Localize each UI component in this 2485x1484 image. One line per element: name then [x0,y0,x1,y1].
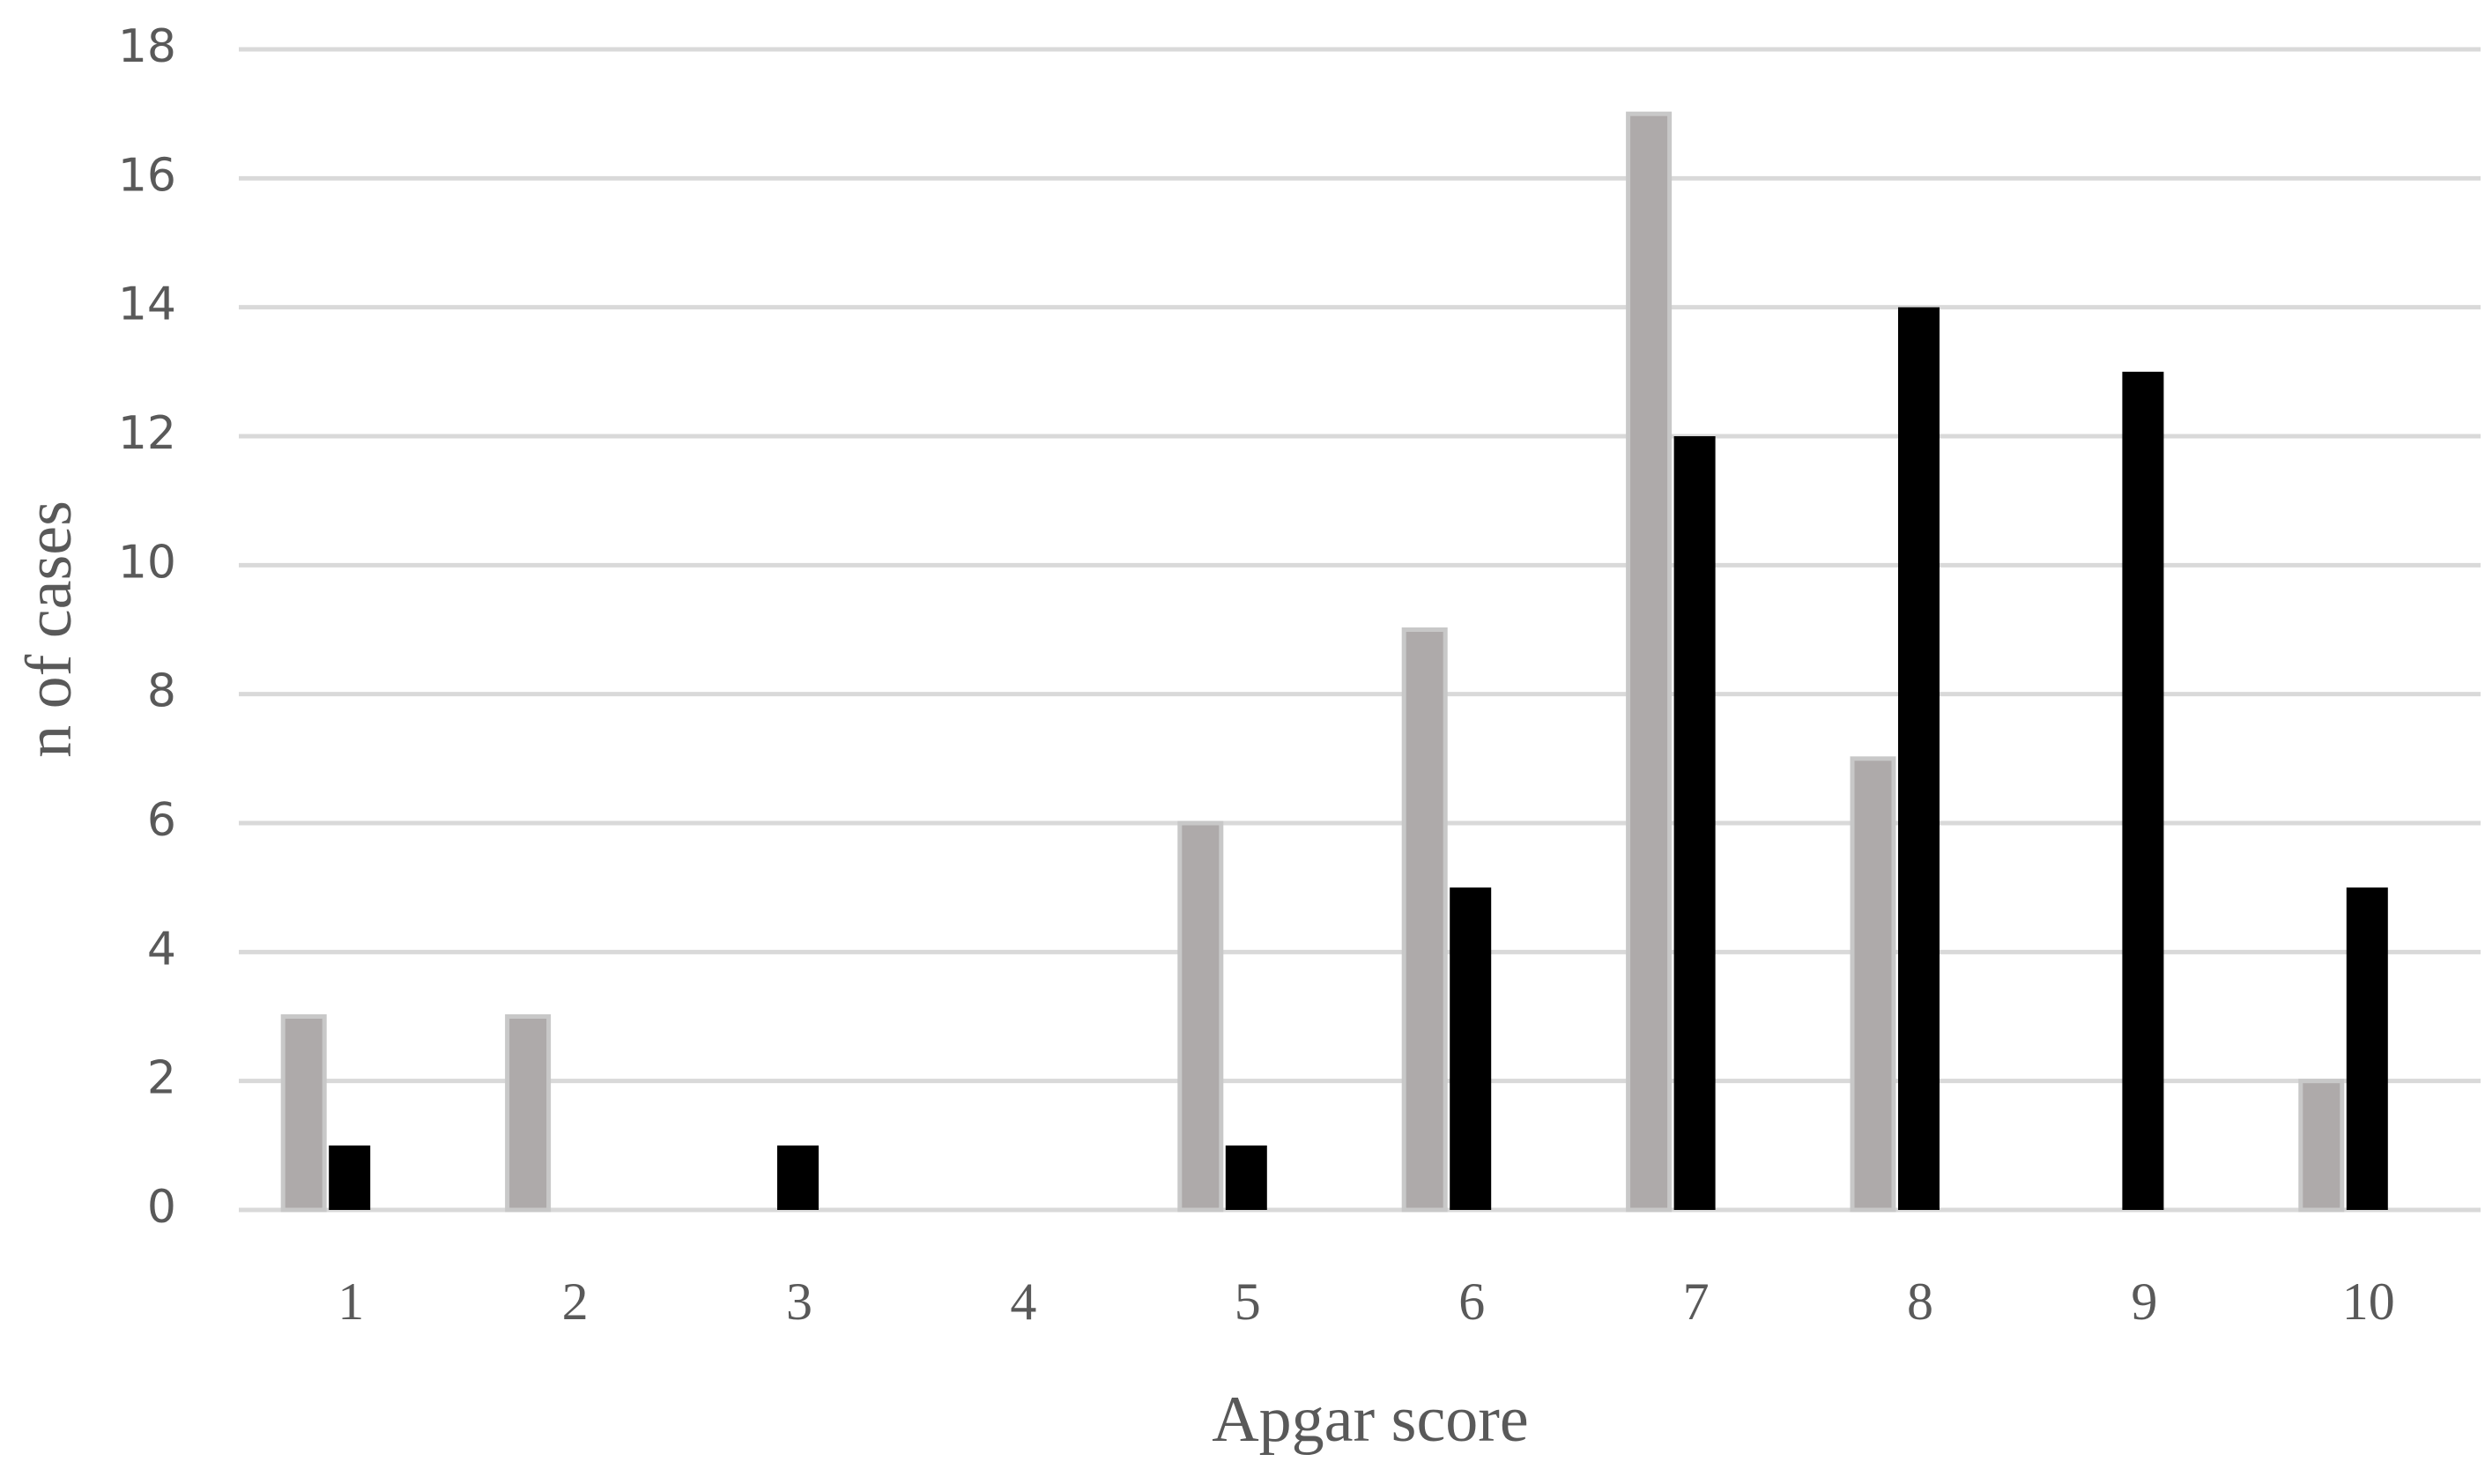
y-tick-label: 14 [118,278,176,331]
x-tick-label: 6 [1458,1273,1485,1331]
x-tick-label: 9 [2131,1273,2157,1331]
bar [1673,436,1716,1210]
x-tick-label: 8 [1907,1273,1933,1331]
bar [2298,1079,2345,1213]
y-tick-label: 8 [147,665,176,718]
bar [1626,111,1673,1213]
y-tick-label: 10 [118,536,176,589]
y-tick-label: 0 [147,1181,176,1234]
y-tick-label: 18 [118,20,176,73]
bar [280,1014,327,1213]
x-tick-label: 10 [2342,1273,2395,1331]
bar [2122,371,2164,1210]
bar [1898,307,1940,1211]
bar [329,1145,371,1210]
y-tick-label: 12 [118,407,176,460]
bar [505,1014,552,1213]
y-tick-label: 16 [118,149,176,202]
y-tick-label: 4 [147,923,176,976]
bar [2346,887,2388,1210]
bar [1850,756,1896,1213]
y-axis-title: n of cases [13,501,85,758]
y-tick-label: 2 [147,1052,176,1105]
x-axis-title: Apgar score [1212,1384,1529,1456]
bar [1450,887,1492,1210]
x-tick-label: 2 [562,1273,589,1331]
bar [1225,1145,1267,1210]
bar [1177,820,1224,1213]
x-tick-label: 1 [338,1273,364,1331]
bar [1401,627,1448,1213]
x-tick-label: 5 [1235,1273,1261,1331]
x-tick-label: 3 [786,1273,812,1331]
y-tick-label: 6 [147,794,176,847]
bar [777,1145,819,1210]
x-tick-label: 4 [1010,1273,1036,1331]
x-tick-label: 7 [1683,1273,1710,1331]
